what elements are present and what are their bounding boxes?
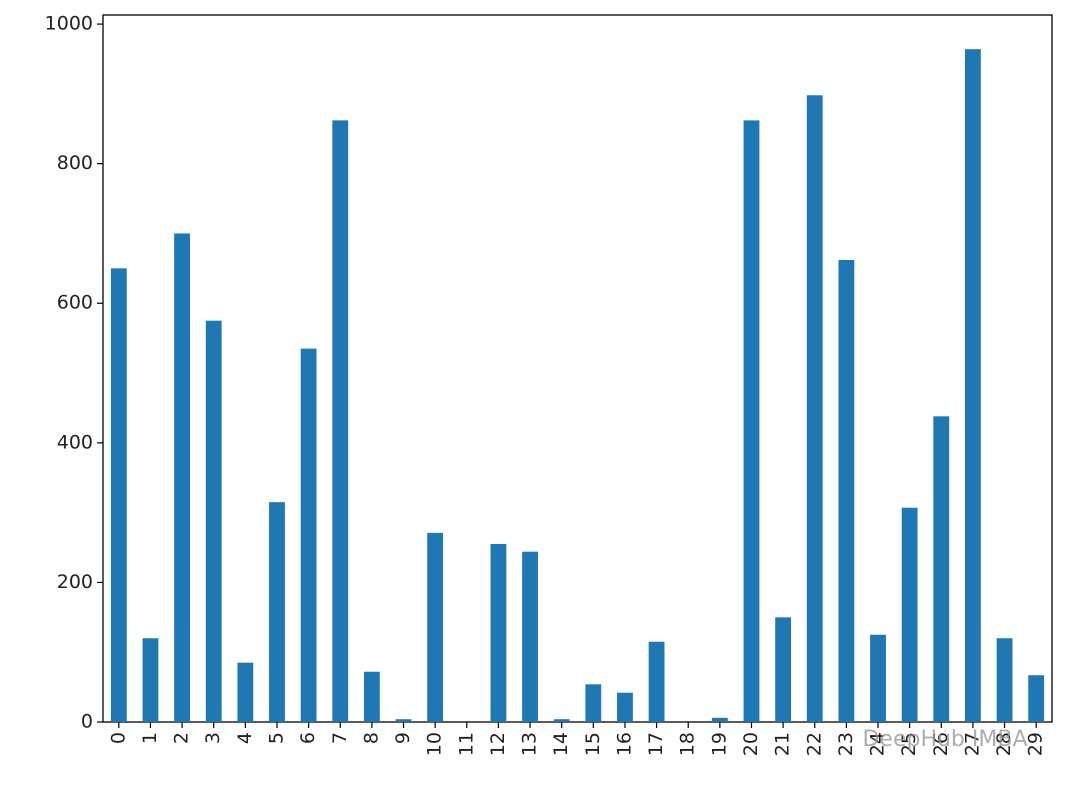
y-tick-label: 800 [57,152,93,174]
x-tick-label: 4 [234,732,256,744]
bar [269,502,285,722]
bar [1028,675,1045,722]
bar [142,638,159,722]
bar [711,717,728,722]
x-tick-label: 25 [898,732,920,756]
y-tick-label: 200 [57,571,93,593]
x-tick-label: 12 [487,732,509,756]
bar [585,684,602,722]
bar [205,320,222,722]
bar [743,120,760,723]
x-tick-label: 15 [582,732,604,756]
x-tick-label: 5 [265,732,287,744]
bar [996,638,1013,722]
bar [553,719,570,722]
watermark: DeepHub IMBA [862,727,1027,752]
y-tick-label: 1000 [45,13,93,35]
bar [965,49,981,722]
bar [901,507,918,722]
x-tick-label: 19 [708,732,730,756]
bar [775,617,792,722]
x-tick-label: 8 [360,732,382,744]
x-tick-label: 23 [835,732,857,756]
bar [806,95,823,722]
x-tick-label: 9 [392,732,414,744]
x-tick-label: 0 [107,732,129,744]
bar [174,233,190,722]
x-tick-label: 20 [740,732,762,756]
bar [522,551,538,722]
bar [300,348,317,722]
x-tick-label: 13 [519,732,541,756]
x-tick-label: 3 [202,732,224,744]
y-tick-label: 600 [57,292,93,314]
bar [110,268,127,722]
x-tick-label: 26 [930,732,952,756]
bar [363,671,380,722]
x-tick-label: 17 [645,732,667,756]
x-tick-label: 29 [1025,732,1047,756]
x-tick-label: 7 [329,732,351,744]
y-tick-label: 0 [81,711,93,733]
x-tick-label: 2 [171,732,193,744]
x-tick-label: 21 [772,732,794,756]
bar [395,719,412,722]
bar [870,634,886,722]
x-tick-label: 22 [803,732,825,756]
x-tick-label: 1 [139,732,161,744]
bar [237,662,254,722]
bar [933,416,950,722]
x-tick-label: 10 [424,732,446,756]
x-tick-label: 11 [455,732,477,756]
y-tick-label: 400 [57,431,93,453]
x-tick-label: 14 [550,732,572,756]
x-tick-label: 28 [993,732,1015,756]
plot-frame [102,14,1053,723]
x-tick-label: 24 [867,732,889,756]
bar [490,544,507,722]
bar [617,692,633,722]
bar [648,641,665,722]
x-tick-label: 16 [613,732,635,756]
x-tick-label: 27 [961,732,983,756]
bar [332,120,349,723]
x-tick-label: 6 [297,732,319,744]
bar [427,532,444,722]
bar [838,259,855,722]
x-tick-label: 18 [677,732,699,756]
